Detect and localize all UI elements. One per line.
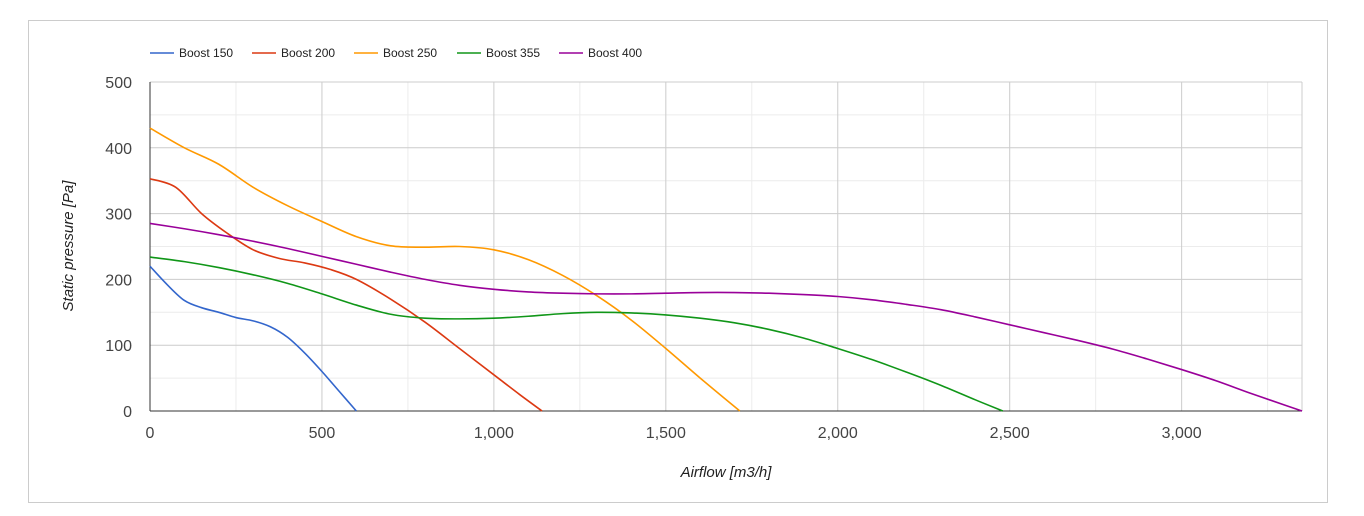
y-tick-label: 500 [105,75,132,92]
y-tick-label: 200 [105,272,132,289]
series-line-boost-200 [149,177,543,412]
legend-label: Boost 200 [281,46,335,60]
x-tick-label: 1,500 [646,425,686,442]
y-tick-label: 100 [105,338,132,355]
x-tick-label: 3,000 [1162,425,1202,442]
x-tick-label: 2,500 [990,425,1030,442]
legend-item-boost-200[interactable]: Boost 200 [252,46,335,60]
axes [149,82,1302,412]
y-axis-title: Static pressure [Pa] [60,180,77,312]
legend-item-boost-400[interactable]: Boost 400 [559,46,642,60]
x-tick-label: 1,000 [474,425,514,442]
legend: Boost 150 Boost 200 Boost 250 Boost 355 Boos… [150,46,642,60]
legend-label: Boost 355 [486,46,540,60]
grid [150,81,1303,411]
legend-label: Boost 150 [179,46,233,60]
legend-item-boost-150[interactable]: Boost 150 [150,46,233,60]
x-axis-title: Airflow [m3/h] [680,464,773,481]
series-line-boost-250 [149,127,741,412]
y-tick-label: 300 [105,207,132,224]
y-tick-label: 0 [123,404,132,421]
series-lines [149,127,1303,412]
x-tick-label: 2,000 [818,425,858,442]
series-line-boost-150 [149,265,357,412]
series-line-boost-355 [149,256,1004,412]
y-tick-label: 400 [105,141,132,158]
legend-item-boost-250[interactable]: Boost 250 [354,46,437,60]
x-tick-label: 0 [146,425,155,442]
chart-frame [28,20,1328,503]
legend-label: Boost 400 [588,46,642,60]
legend-item-boost-355[interactable]: Boost 355 [457,46,540,60]
series-line-boost-400 [149,222,1303,412]
x-tick-label: 500 [309,425,336,442]
tick-labels: 0 500 1,000 1,500 2,000 2,500 3,000 0 100 200 300 4… [105,75,1201,442]
legend-label: Boost 250 [383,46,437,60]
